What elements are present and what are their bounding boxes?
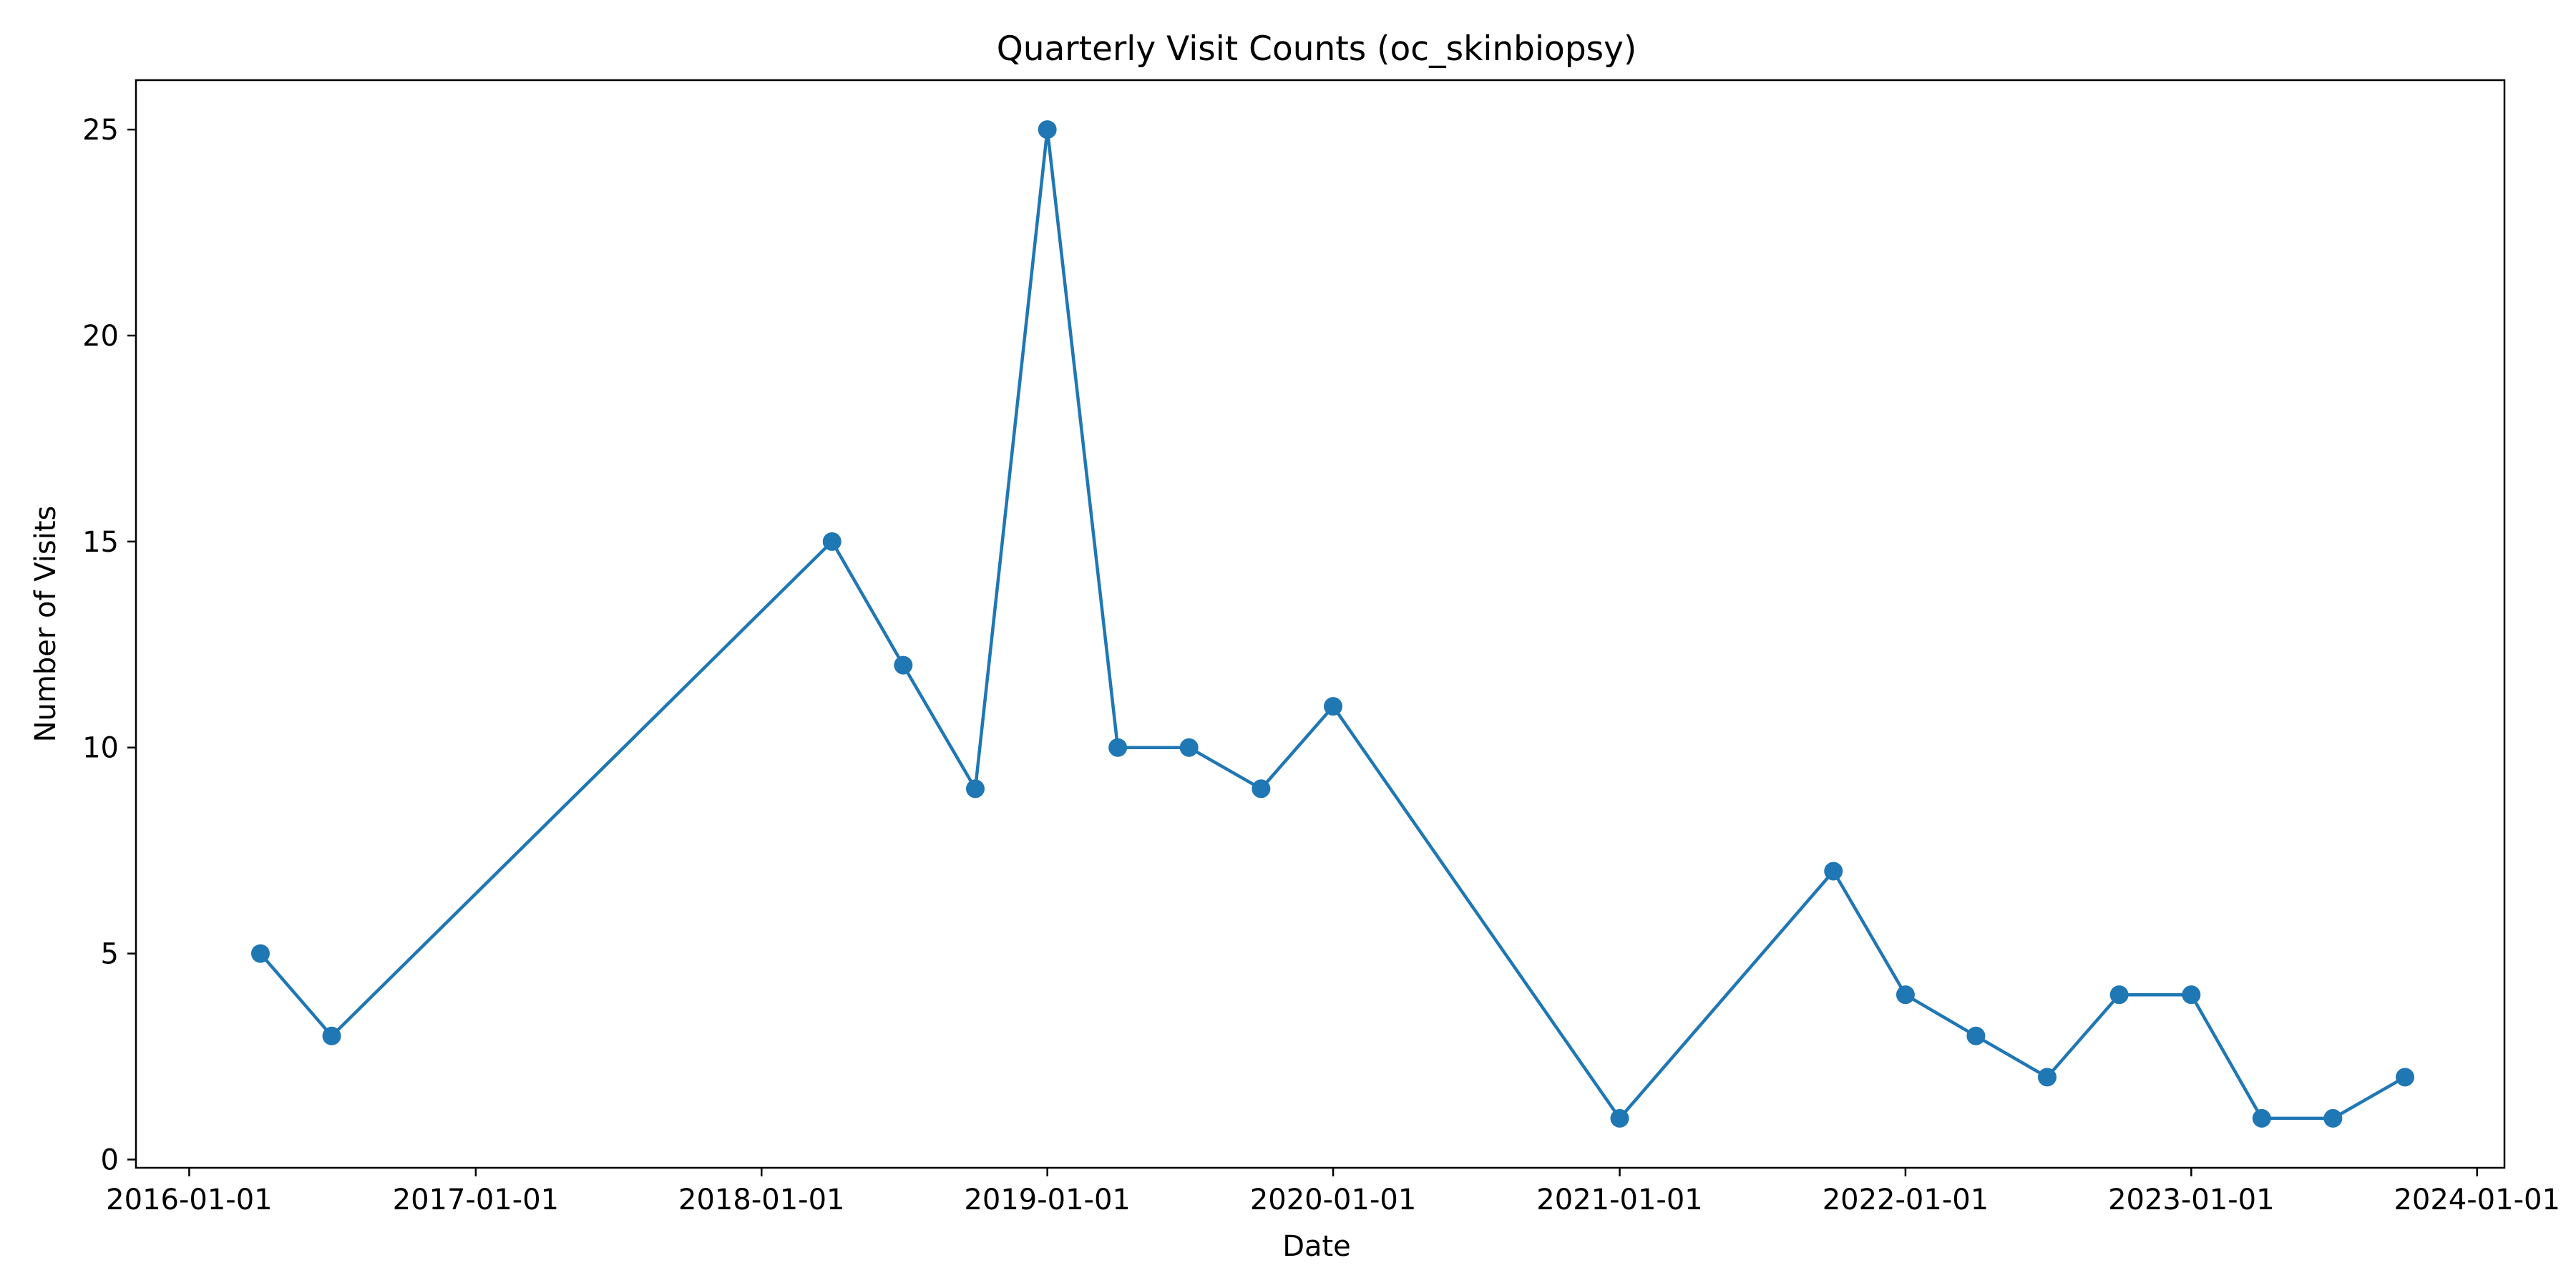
data-point (1824, 862, 1843, 881)
data-point (1179, 738, 1199, 757)
y-tick-label: 0 (101, 1143, 119, 1176)
x-tick-label: 2020-01-01 (1250, 1184, 1416, 1216)
data-point (1324, 697, 1343, 716)
y-tick-label: 5 (101, 938, 119, 971)
chart-title: Quarterly Visit Counts (oc_skinbiopsy) (997, 29, 1637, 69)
x-tick-label: 2019-01-01 (964, 1184, 1130, 1216)
x-tick-label: 2018-01-01 (678, 1184, 844, 1216)
data-point (2037, 1068, 2057, 1087)
x-tick-label: 2024-01-01 (2394, 1184, 2560, 1216)
y-tick-label: 15 (82, 526, 119, 559)
data-point (1966, 1026, 1986, 1045)
x-tick-label: 2023-01-01 (2108, 1184, 2274, 1216)
data-point (2396, 1068, 2415, 1087)
x-tick-label: 2016-01-01 (106, 1184, 272, 1216)
plot-frame (135, 79, 2506, 1169)
data-point (965, 779, 985, 799)
data-point (2252, 1108, 2271, 1128)
x-tick-label: 2021-01-01 (1536, 1184, 1702, 1216)
data-point (2109, 985, 2129, 1005)
data-point (322, 1026, 341, 1045)
x-tick-label: 2022-01-01 (1823, 1184, 1989, 1216)
x-tick-label: 2017-01-01 (393, 1184, 559, 1216)
x-axis-label: Date (1282, 1230, 1351, 1263)
data-point (822, 532, 841, 551)
y-tick-label: 10 (82, 732, 119, 765)
data-point (1038, 120, 1057, 140)
y-tick-label: 25 (82, 114, 119, 147)
y-tick-label: 20 (82, 320, 119, 353)
data-point (1610, 1108, 1629, 1128)
data-point (2323, 1108, 2343, 1128)
data-point (1252, 779, 1271, 799)
data-point (1896, 985, 1915, 1005)
x-axis-ticks: 2016-01-01 2017-01-01 2018-01-01 2019-01-01… (106, 1168, 2560, 1216)
data-point (894, 655, 913, 675)
data-point (1108, 738, 1128, 757)
y-axis-ticks: 0 5 10 15 20 25 (82, 114, 136, 1176)
y-axis-label: Number of Visits (29, 506, 62, 743)
data-point (250, 944, 270, 963)
series-layer (250, 120, 2415, 1128)
series-line (259, 127, 2406, 1121)
data-point (2182, 985, 2201, 1005)
